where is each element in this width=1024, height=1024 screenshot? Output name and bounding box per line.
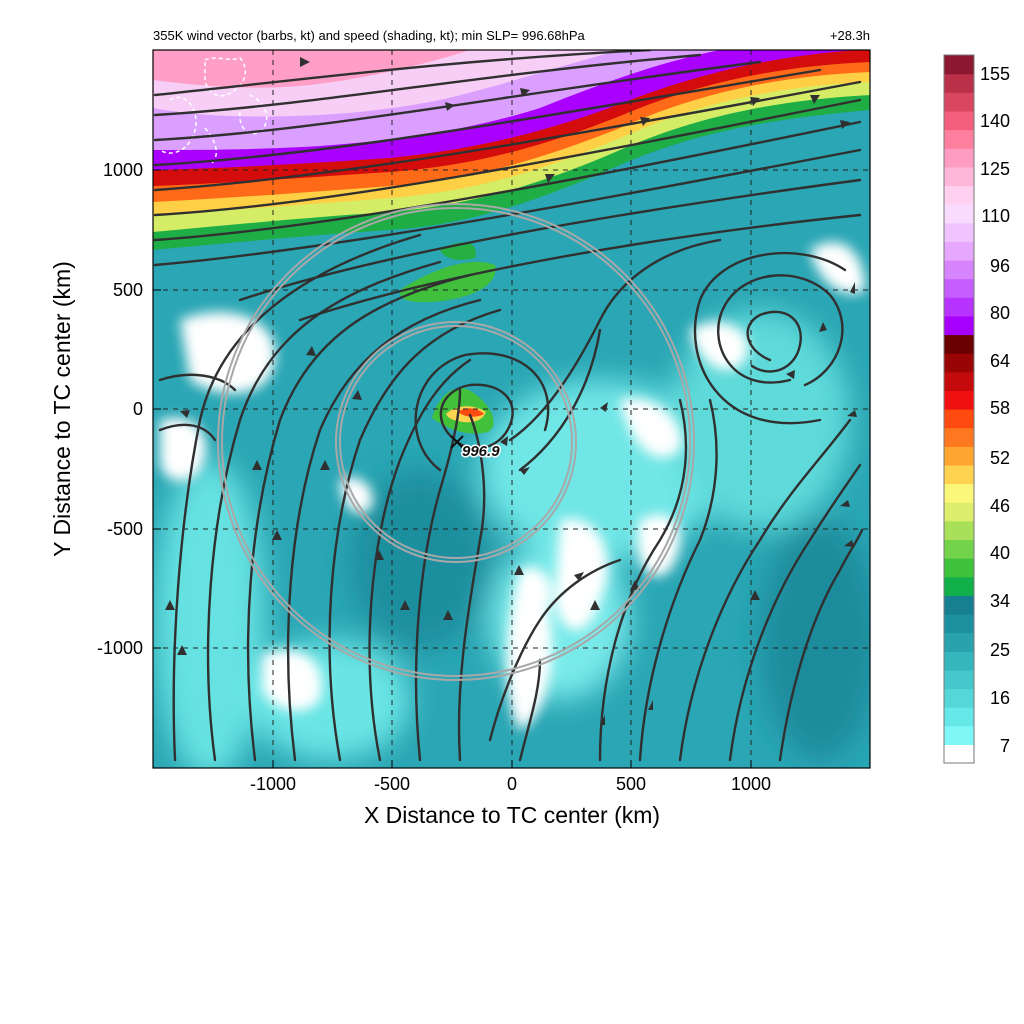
x-axis-title: X Distance to TC center (km): [364, 802, 660, 828]
y-tick-label: 0: [133, 399, 143, 419]
colorbar-cell: [944, 483, 974, 503]
y-axis-title: Y Distance to TC center (km): [49, 261, 75, 557]
colorbar-label: 96: [990, 256, 1010, 276]
wind-speed-shading: [153, 50, 870, 768]
colorbar-cell: [944, 502, 974, 522]
colorbar-cell: [944, 409, 974, 429]
y-tick-label: 500: [113, 280, 143, 300]
forecast-hour: +28.3h: [830, 28, 870, 43]
colorbar-cell: [944, 278, 974, 298]
colorbar-cell: [944, 390, 974, 410]
colorbar-cell: [944, 427, 974, 447]
center-pressure-label: 996.9: [462, 443, 500, 460]
colorbar-cell: [944, 259, 974, 280]
colorbar-frame: [943, 54, 975, 764]
colorbar-cell: [944, 241, 974, 261]
colorbar-cell: [944, 520, 974, 541]
colorbar-cell: [944, 334, 974, 354]
colorbar-labels: 155 140 125 110 96 80 64 58 52 46 40 34 …: [980, 64, 1010, 756]
colorbar-cell: [944, 558, 974, 578]
colorbar-label: 110: [981, 206, 1010, 226]
y-tick-label: -500: [107, 519, 143, 539]
colorbar-label: 40: [990, 543, 1010, 563]
colorbar-cell: [944, 595, 974, 615]
range-ring-inner: [335, 321, 577, 563]
colorbar-cell: [944, 744, 974, 764]
colorbar-cell: [944, 669, 974, 690]
colorbar-label: 80: [990, 303, 1010, 323]
range-rings: [217, 203, 695, 681]
colorbar-cell: [944, 632, 974, 652]
colorbar-label: 34: [990, 591, 1010, 611]
x-mark-icon: [450, 435, 464, 449]
colorbar-cell: [944, 539, 974, 559]
x-tick-label: -1000: [250, 774, 296, 794]
colorbar-label: 58: [990, 398, 1010, 418]
colorbar-cell: [944, 576, 974, 596]
tick-marks: [153, 169, 752, 768]
colorbar-cell: [944, 688, 974, 708]
colorbar-cell: [944, 222, 974, 242]
colorbar-label: 155: [980, 64, 1010, 84]
colorbar-cell: [944, 613, 974, 634]
y-tick-label: 1000: [103, 160, 143, 180]
colorbar-cell: [944, 353, 974, 373]
x-tick-labels: -1000 -500 0 500 1000: [250, 774, 771, 794]
plot-title: 355K wind vector (barbs, kt) and speed (…: [153, 28, 586, 43]
colorbar-label: 7: [1000, 736, 1010, 756]
colorbar-label: 64: [990, 351, 1010, 371]
colorbar-cell: [944, 110, 974, 131]
range-ring-outer: [217, 203, 695, 681]
colorbar-cell: [944, 129, 974, 149]
colorbar-cell: [944, 73, 974, 93]
colorbar-label: 16: [990, 688, 1010, 708]
range-ring-outer-2: [221, 207, 691, 677]
colorbar-cells: [944, 55, 974, 764]
colorbar-cell: [944, 92, 974, 112]
colorbar-label: 52: [990, 448, 1010, 468]
colorbar-cell: [944, 371, 974, 391]
y-tick-labels: 1000 500 0 -500 -1000: [97, 160, 143, 658]
colorbar-cell: [944, 297, 974, 317]
colorbar-cell: [944, 185, 974, 205]
colorbar-cell: [944, 464, 974, 485]
colorbar-cell: [944, 315, 974, 336]
streamline-arrowheads: [165, 57, 857, 725]
colorbar: 155 140 125 110 96 80 64 58 52 46 40 34 …: [943, 54, 1010, 764]
colorbar-cell: [944, 148, 974, 168]
range-ring-inner-2: [339, 325, 573, 559]
x-tick-label: -500: [374, 774, 410, 794]
colorbar-cell: [944, 204, 974, 224]
x-tick-label: 500: [616, 774, 646, 794]
y-tick-label: -1000: [97, 638, 143, 658]
wind-streamlines: [153, 50, 864, 762]
colorbar-label: 25: [990, 640, 1010, 660]
colorbar-label: 140: [980, 111, 1010, 131]
colorbar-cell: [944, 651, 974, 671]
colorbar-label: 46: [990, 496, 1010, 516]
colorbar-cell: [944, 166, 974, 187]
colorbar-label: 125: [980, 159, 1010, 179]
colorbar-cell: [944, 446, 974, 466]
x-tick-label: 1000: [731, 774, 771, 794]
tc-center-marker: 996.9: [450, 435, 502, 462]
x-tick-label: 0: [507, 774, 517, 794]
colorbar-cell: [944, 725, 974, 745]
colorbar-cell: [944, 55, 974, 75]
colorbar-cell: [944, 707, 974, 727]
